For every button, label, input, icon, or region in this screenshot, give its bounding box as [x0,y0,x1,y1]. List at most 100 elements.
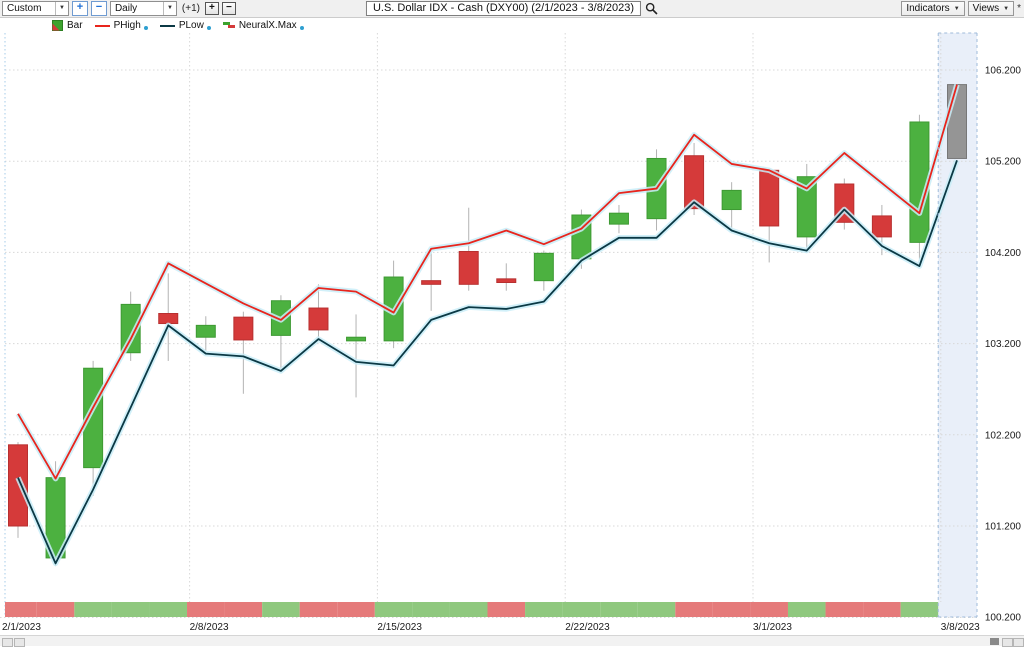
add-bar-button[interactable]: + [204,2,219,15]
neuralx-signal-segment [262,602,300,617]
candle-body [458,250,479,285]
candle-body [308,307,329,331]
zoom-in-button[interactable]: + [71,1,88,16]
chart-legend: Bar PHigh PLow NeuralX.Max [52,20,304,31]
candle-body [721,189,742,211]
x-axis-label: 2/8/2023 [190,622,229,633]
candle-body [83,367,104,469]
y-axis-label: 102.200 [985,430,1022,441]
views-button[interactable]: Views ▼ [967,1,1015,16]
phigh-line-icon [94,24,110,27]
period-dropdown[interactable]: Custom ▼ [2,1,69,16]
candle-body [8,444,28,527]
neuralx-signal-segment [825,602,864,617]
neuralx-signal-segment [74,602,112,617]
neuralx-signal-segment [525,602,563,617]
legend-item-phigh[interactable]: PHigh [94,20,148,31]
plow-line-icon [159,24,175,27]
neuralx-series-icon [222,22,235,28]
candle-body [684,155,705,210]
neuralx-signal-segment [900,602,939,617]
scroll-left-button[interactable] [2,638,13,647]
neuralx-signal-segment [299,602,338,617]
scrollbar-thumb[interactable] [990,638,999,645]
candle-body [120,303,141,354]
neuralx-signal-segment [637,602,676,617]
legend-item-plow[interactable]: PLow [159,20,211,31]
neuralx-signal-segment [562,602,601,617]
legend-plow-label: PLow [178,20,204,31]
chevron-down-icon: ▼ [55,2,68,15]
indicators-button-label: Indicators [906,3,950,14]
symbol-title-input[interactable]: U.S. Dollar IDX - Cash (DXY00) (2/1/2023… [365,1,642,16]
neuralx-signal-segment [600,602,638,617]
phigh-status-dot [143,26,148,30]
legend-phigh-label: PHigh [113,20,141,31]
toolbar: Custom ▼ + − Daily ▼ (+1) + − U.S. Dolla… [0,0,1024,18]
neuralx-signal-segment [374,602,413,617]
bar-series-icon [52,20,63,31]
x-axis-label: 2/1/2023 [2,622,41,633]
chevron-down-icon: ▼ [953,5,960,12]
chevron-down-icon: ▼ [1003,5,1010,12]
neuralx-signal-segment [675,602,713,617]
views-button-label: Views [972,3,1000,14]
neuralx-signal-segment [111,602,150,617]
interval-dropdown[interactable]: Daily ▼ [109,1,177,16]
candle-body [871,215,892,238]
candle-body [233,316,254,341]
indicators-button[interactable]: Indicators ▼ [901,1,965,16]
x-axis-label: 3/8/2023 [941,622,980,633]
scroll-right-button[interactable] [1002,638,1013,647]
candle-body [947,84,967,159]
scroll-left2-button[interactable] [14,638,25,647]
neuralx-status-dot [299,26,304,30]
period-dropdown-value: Custom [7,3,42,14]
y-axis-label: 103.200 [985,339,1022,350]
neuralx-signal-segment [187,602,225,617]
neuralx-signal-segment [487,602,526,617]
candle-body [533,252,554,282]
candle-body [796,176,817,238]
neuralx-signal-segment [750,602,788,617]
y-axis-label: 105.200 [985,157,1022,168]
neuralx-signal-segment [412,602,450,617]
phigh-line [17,84,958,480]
legend-neuralx-label: NeuralX.Max [238,20,297,31]
neuralx-signal-segment [149,602,188,617]
plow-line [17,159,958,565]
bar-offset-label: (+1) [181,3,200,14]
legend-item-bar[interactable]: Bar [52,20,83,31]
chevron-down-icon: ▼ [162,2,176,15]
modified-marker: * [1017,3,1021,14]
neuralx-signal-segment [224,602,263,617]
candle-body [158,313,179,325]
toolbar-right-group: Indicators ▼ Views ▼ * [901,1,1021,16]
neuralx-signal-segment [787,602,826,617]
scroll-right2-button[interactable] [1013,638,1024,647]
legend-item-neuralx[interactable]: NeuralX.Max [222,20,304,31]
zoom-out-button[interactable]: − [90,1,107,16]
toolbar-center-group: U.S. Dollar IDX - Cash (DXY00) (2/1/2023… [365,1,658,16]
legend-bar-label: Bar [67,20,83,31]
y-axis-label: 100.200 [985,613,1022,624]
candle-body [421,280,442,285]
x-axis-label: 3/1/2023 [753,622,792,633]
x-axis-label: 2/15/2023 [377,622,422,633]
candle-body [608,212,629,225]
neuralx-signal-segment [5,602,37,617]
toolbar-left-group: Custom ▼ + − Daily ▼ (+1) + − [2,1,236,16]
neuralx-signal-segment [337,602,375,617]
candle-body [195,324,216,338]
interval-dropdown-value: Daily [114,3,138,14]
y-axis-label: 101.200 [985,522,1022,533]
horizontal-scrollbar[interactable] [0,635,1024,647]
candle-body [759,169,780,227]
search-icon[interactable] [645,2,658,15]
x-axis-label: 2/22/2023 [565,622,610,633]
remove-bar-button[interactable]: − [221,2,236,15]
neuralx-signal-segment [449,602,488,617]
plow-status-dot [206,26,211,30]
